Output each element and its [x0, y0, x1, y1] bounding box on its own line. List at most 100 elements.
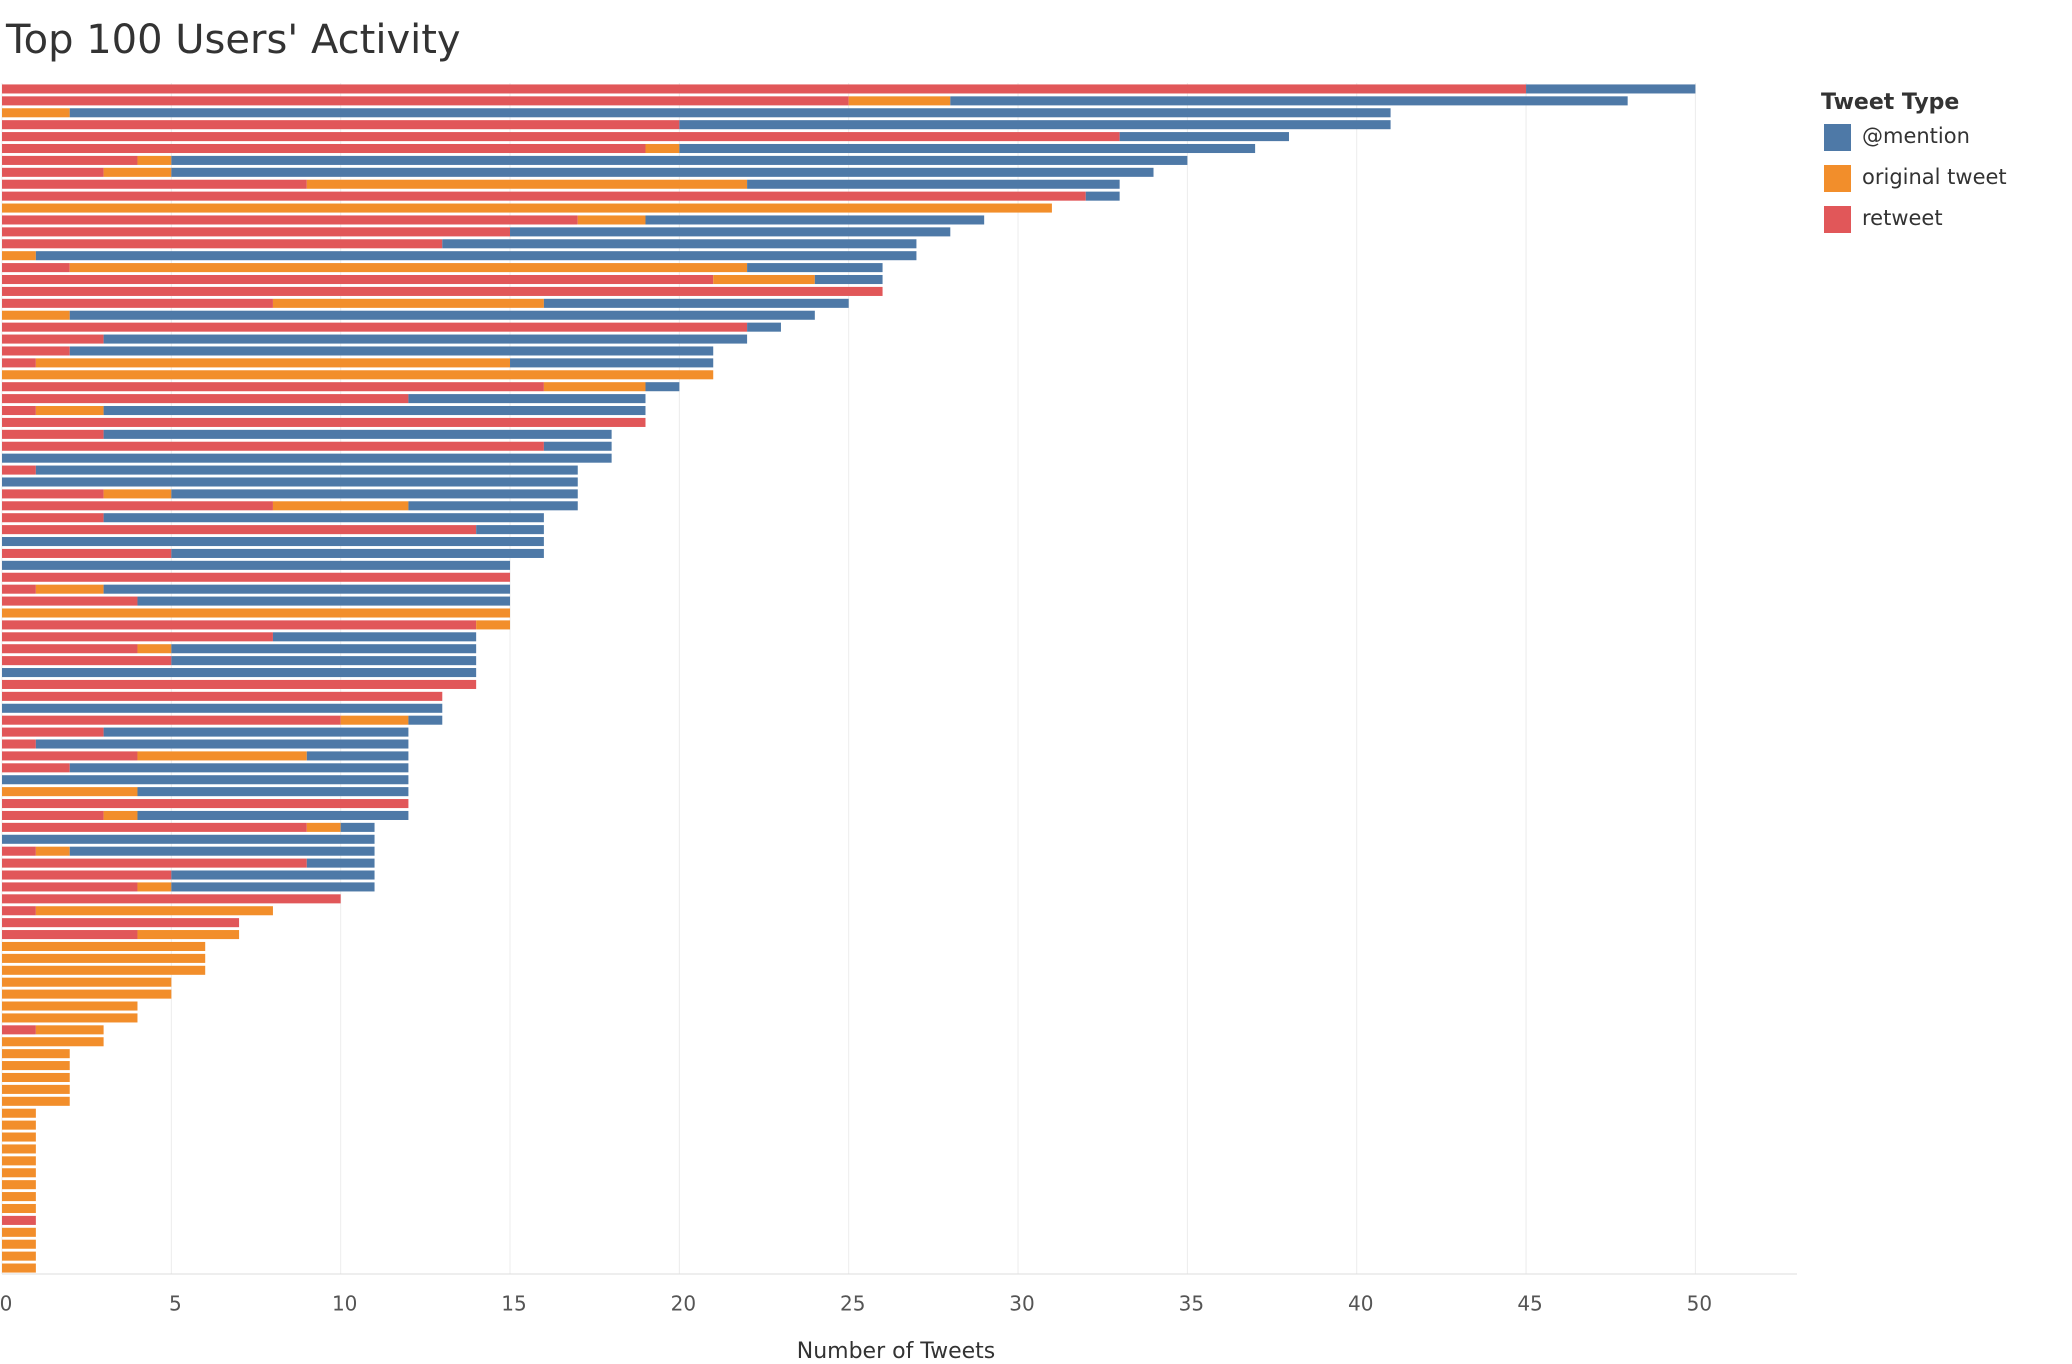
- bar-segment: [2, 679, 477, 689]
- x-tick-label: 40: [1348, 1292, 1373, 1316]
- bar-segment: [2, 286, 883, 296]
- bar-segment: [171, 870, 375, 880]
- bar-segment: [103, 429, 612, 439]
- bar-segment: [69, 763, 409, 773]
- bar-segment: [2, 525, 477, 535]
- bar-segment: [814, 274, 883, 285]
- bar-segment: [2, 96, 849, 106]
- bar-segment: [137, 644, 172, 654]
- bar-segment: [272, 501, 409, 511]
- bar-segment: [69, 846, 375, 856]
- bar-segment: [2, 537, 544, 547]
- bar-segment: [137, 787, 409, 797]
- bar-segment: [2, 179, 307, 189]
- bar-segment: [2, 572, 511, 582]
- bar-segment: [69, 310, 815, 320]
- bar-segment: [510, 358, 714, 368]
- bar-segment: [171, 167, 1154, 177]
- legend-label: retweet: [1862, 206, 1943, 230]
- bar-segment: [2, 251, 36, 261]
- bar-segment: [713, 274, 815, 285]
- bar-segment: [35, 846, 70, 856]
- bar-segment: [2, 1251, 36, 1261]
- bar-segment: [103, 513, 544, 523]
- bar-segment: [2, 787, 138, 797]
- x-tick-label: 25: [840, 1292, 865, 1316]
- bar-segment: [2, 132, 1120, 142]
- bar-segment: [2, 846, 36, 856]
- bar-segment: [340, 822, 375, 832]
- bar-segment: [137, 155, 172, 165]
- bar-segment: [645, 143, 680, 154]
- bar-segment: [103, 810, 138, 820]
- x-tick-label: 20: [671, 1292, 696, 1316]
- bar-segment: [950, 96, 1628, 106]
- bar-segment: [2, 1001, 138, 1011]
- x-tick-label: 50: [1687, 1292, 1712, 1316]
- bar-segment: [2, 417, 646, 427]
- bar-segment: [2, 1072, 70, 1083]
- bar-segment: [2, 191, 1086, 201]
- bar-segment: [2, 965, 206, 975]
- x-tick-label: 0: [0, 1292, 12, 1316]
- legend-label: @mention: [1862, 124, 1970, 148]
- bar-segment: [2, 656, 172, 666]
- bar-segment: [2, 1144, 36, 1154]
- bar-segment: [2, 155, 138, 165]
- bar-segment: [2, 346, 70, 356]
- bar-segment: [2, 751, 138, 761]
- bar-segment: [2, 989, 172, 999]
- bar-segment: [442, 239, 917, 249]
- bar-segment: [2, 1192, 36, 1202]
- bar-segment: [2, 465, 36, 475]
- bar-segment: [2, 953, 206, 963]
- bar-segment: [35, 584, 104, 594]
- bar-segment: [2, 632, 273, 642]
- bar-segment: [645, 215, 985, 225]
- bar-segment: [2, 298, 273, 308]
- bar-segment: [2, 1120, 36, 1130]
- bar-segment: [2, 143, 646, 154]
- bar-segment: [2, 274, 714, 285]
- x-tick-label: 15: [501, 1292, 526, 1316]
- bar-segment: [2, 906, 36, 916]
- bar-segment: [747, 322, 781, 332]
- bar-segment: [2, 822, 307, 832]
- bar-segment: [679, 143, 1256, 154]
- bar-segment: [2, 167, 104, 177]
- bar-segment: [35, 1025, 104, 1035]
- bar-segment: [2, 596, 138, 606]
- bar-segment: [2, 382, 544, 392]
- bar-segment: [137, 596, 511, 606]
- bar-segment: [476, 620, 511, 630]
- bar-segment: [306, 179, 748, 189]
- bar-segment: [137, 930, 240, 940]
- bar-segment: [137, 751, 307, 761]
- bar-segment: [103, 727, 409, 737]
- bar-segment: [2, 941, 206, 952]
- bar-segment: [2, 215, 578, 225]
- bar-segment: [2, 739, 36, 749]
- bar-segment: [2, 608, 511, 618]
- bar-segment: [306, 751, 409, 761]
- bar-segment: [2, 668, 477, 678]
- bar-segment: [2, 1227, 36, 1237]
- bar-segment: [35, 906, 273, 916]
- bar-segment: [103, 489, 172, 499]
- x-tick-label: 10: [332, 1292, 357, 1316]
- bar-segment: [2, 620, 477, 630]
- bar-segment: [2, 1203, 36, 1214]
- chart-title: Top 100 Users' Activity: [5, 17, 461, 63]
- bar-segment: [2, 501, 273, 511]
- bar-segment: [2, 799, 409, 809]
- bar-segment: [103, 167, 172, 177]
- bar-segment: [171, 656, 477, 666]
- bar-segment: [2, 560, 511, 570]
- bar-segment: [69, 108, 1391, 118]
- bar-segment: [2, 763, 70, 773]
- bar-segment: [747, 179, 1120, 189]
- bar-segment: [543, 382, 646, 392]
- bar-segment: [1119, 132, 1289, 142]
- bar-segment: [2, 263, 70, 273]
- bar-segment: [2, 1108, 36, 1118]
